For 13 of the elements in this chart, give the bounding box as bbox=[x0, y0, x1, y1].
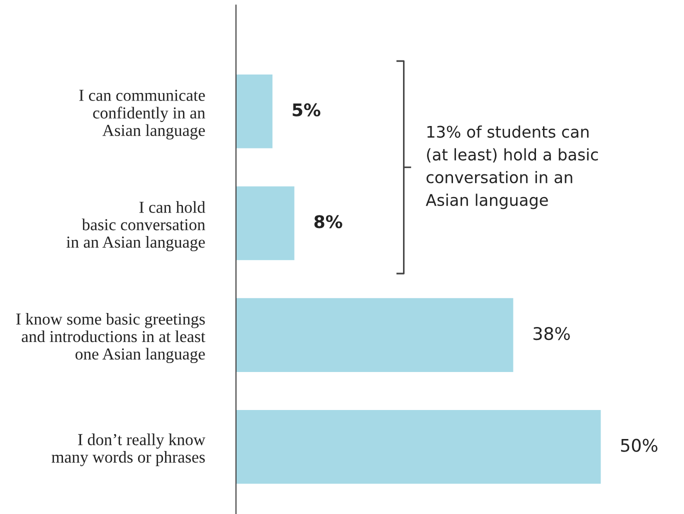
bar bbox=[236, 410, 601, 484]
y-tick-label: I don’t really know many words or phrases bbox=[52, 434, 206, 466]
annotation: 13% of students can (at least) hold a basic conversation in an Asian language bbox=[426, 125, 598, 210]
data-label: 38% bbox=[534, 326, 570, 340]
bar bbox=[236, 186, 294, 260]
data-label: 5% bbox=[292, 103, 320, 116]
data-label: 50% bbox=[621, 438, 658, 452]
data-label: 8% bbox=[314, 215, 342, 228]
y-tick-label: I know some basic greetings and introductions in at least one Asian language bbox=[16, 312, 206, 364]
bar bbox=[236, 74, 272, 148]
bar bbox=[236, 298, 514, 372]
y-tick-label: I can hold basic conversation in an Asian language bbox=[66, 201, 206, 252]
y-tick-label: I can communicate confidently in an Asian language bbox=[79, 90, 206, 140]
